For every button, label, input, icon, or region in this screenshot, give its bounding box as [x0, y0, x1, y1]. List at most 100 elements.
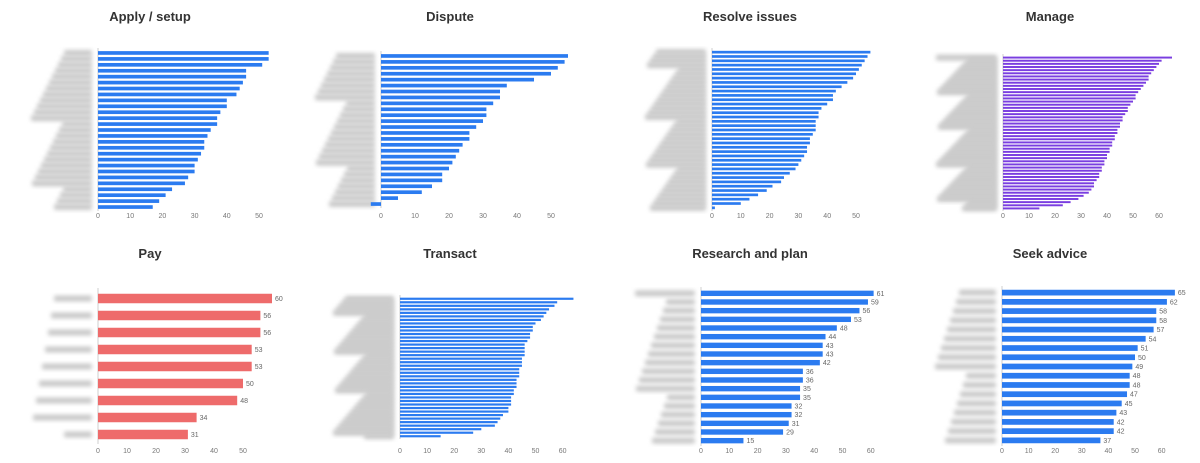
bar-value-label: 53: [854, 317, 862, 324]
bar: [400, 389, 514, 392]
bar: [1003, 113, 1126, 116]
chart-dispute: 0 10 20 30 40 50: [315, 51, 568, 220]
bar: [1002, 382, 1130, 388]
bar: [1002, 428, 1114, 435]
bar: [712, 85, 842, 89]
category-label-blurred: [664, 403, 695, 409]
category-label-blurred: [639, 377, 695, 383]
x-tick-label: 50: [532, 448, 540, 455]
bar: [712, 76, 854, 80]
bar: [98, 293, 272, 304]
bar: [1003, 100, 1133, 103]
category-label-blurred: [328, 135, 375, 142]
x-tick-label: 10: [423, 448, 431, 455]
bar: [1002, 372, 1130, 379]
category-label-blurred: [315, 94, 375, 101]
category-label-blurred: [340, 112, 375, 119]
bar-value-label: 42: [1117, 419, 1125, 426]
category-label-blurred: [344, 171, 375, 178]
category-label-blurred: [51, 312, 92, 319]
bar: [381, 125, 477, 129]
bar: [1003, 128, 1118, 131]
bar: [381, 60, 565, 64]
x-tick-label: 40: [505, 448, 513, 455]
category-label-blurred: [47, 150, 92, 157]
bar-value-label: 48: [840, 326, 848, 333]
bar: [98, 122, 218, 126]
x-tick-label: 50: [547, 213, 555, 220]
bar: [701, 307, 860, 314]
x-tick-label: 50: [852, 213, 860, 220]
category-label-blurred: [963, 381, 996, 388]
bar: [712, 63, 862, 67]
category-label-blurred: [316, 159, 375, 166]
bar: [98, 193, 166, 198]
x-tick-label: 20: [1051, 213, 1059, 220]
bar: [400, 329, 533, 332]
bar-value-label: 32: [795, 412, 803, 419]
bar: [1003, 75, 1149, 78]
bar-value-label: 61: [877, 291, 885, 298]
bar: [381, 113, 487, 118]
bar: [400, 308, 550, 311]
bar: [98, 310, 261, 321]
category-label-blurred: [364, 433, 394, 440]
bar: [712, 98, 833, 102]
bar-value-label: 49: [1135, 364, 1143, 371]
category-label-blurred: [657, 325, 695, 331]
bar: [1003, 201, 1071, 204]
bar: [1003, 62, 1159, 65]
bar-value-label: 31: [191, 432, 199, 439]
bar: [1003, 172, 1100, 175]
bar: [400, 431, 474, 434]
category-label-blurred: [957, 400, 996, 407]
bar: [98, 57, 269, 61]
bar: [400, 315, 544, 318]
bar: [1003, 135, 1115, 138]
bar: [98, 68, 247, 73]
bar: [1002, 298, 1167, 305]
bar: [1002, 335, 1146, 342]
category-label-blurred: [334, 124, 375, 131]
x-tick-label: 60: [867, 448, 875, 455]
bar: [1003, 160, 1105, 163]
bar-value-label: 50: [246, 381, 254, 388]
bar: [712, 81, 848, 84]
bar: [1003, 103, 1131, 106]
category-label-blurred: [959, 289, 996, 296]
bar: [98, 378, 243, 389]
bar: [1003, 185, 1094, 188]
bar: [712, 206, 715, 210]
x-tick-label: 10: [1025, 213, 1033, 220]
x-tick-label: 30: [181, 448, 189, 455]
bar: [400, 350, 525, 353]
category-label-blurred: [336, 52, 375, 59]
category-label-blurred: [39, 380, 92, 387]
bar: [381, 89, 500, 94]
category-label-blurred: [347, 165, 375, 172]
category-label-blurred: [64, 431, 92, 438]
category-label-blurred: [956, 298, 996, 305]
x-tick-label: 40: [810, 448, 818, 455]
bar: [400, 378, 517, 381]
bar: [381, 137, 470, 141]
category-label-blurred: [53, 138, 92, 145]
bar: [400, 371, 520, 374]
x-tick-label: 0: [699, 448, 703, 455]
bar: [400, 424, 495, 427]
bar: [1003, 97, 1136, 100]
bar: [1003, 125, 1120, 128]
category-label-blurred: [60, 192, 92, 199]
bar: [98, 151, 202, 156]
bar: [701, 351, 823, 357]
bar: [98, 169, 195, 174]
category-label-blurred: [953, 308, 996, 315]
bar: [381, 196, 398, 200]
bar-value-label: 35: [803, 386, 811, 393]
x-tick-label: 20: [754, 448, 762, 455]
bar-value-label: 43: [826, 352, 834, 359]
category-label-blurred: [48, 329, 92, 336]
bar-value-label: 51: [1141, 346, 1149, 353]
